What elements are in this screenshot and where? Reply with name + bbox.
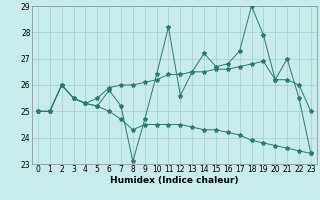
- X-axis label: Humidex (Indice chaleur): Humidex (Indice chaleur): [110, 176, 239, 185]
